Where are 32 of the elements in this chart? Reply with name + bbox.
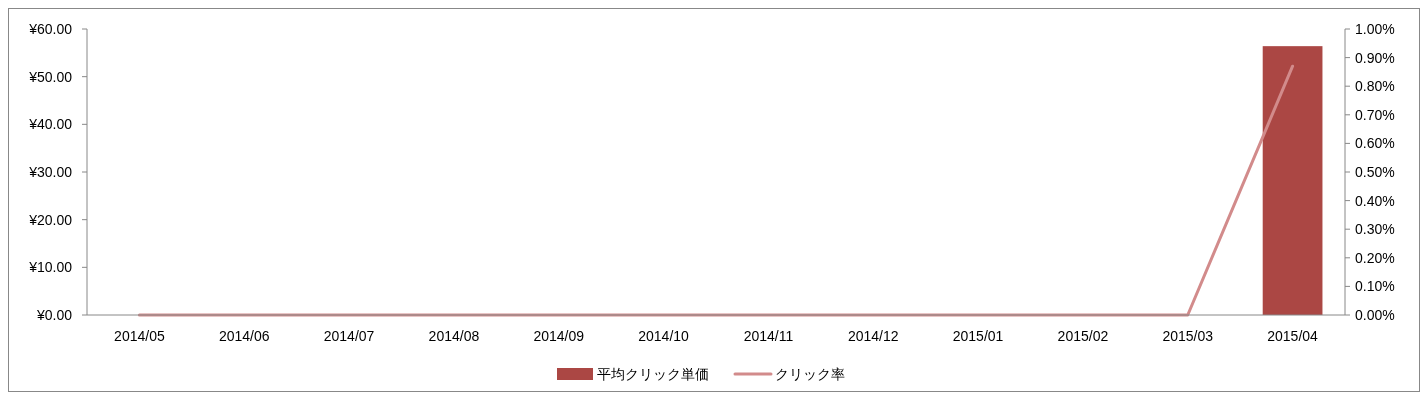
x-tick-label: 2014/11 <box>743 328 794 344</box>
x-tick-label: 2014/12 <box>847 328 899 344</box>
y2-tick-label: 0.00% <box>1355 307 1395 323</box>
y2-tick-label: 0.70% <box>1355 106 1395 123</box>
x-tick-label: 2015/02 <box>1057 328 1109 344</box>
x-tick-label: 2014/06 <box>218 328 270 344</box>
y-tick-label: ¥0.00 <box>35 307 73 323</box>
legend-label: クリック率 <box>775 366 845 382</box>
y-tick-label: ¥40.00 <box>28 116 73 133</box>
x-tick-label: 2014/10 <box>638 328 690 344</box>
y2-tick-label: 1.00% <box>1355 21 1395 37</box>
x-tick-label: 2014/09 <box>533 328 585 344</box>
y2-tick-label: 0.30% <box>1355 221 1395 238</box>
legend-label: 平均クリック単価 <box>597 366 709 382</box>
y2-tick-label: 0.40% <box>1355 192 1395 209</box>
y2-tick-label: 0.20% <box>1355 249 1395 266</box>
x-tick-label: 2014/05 <box>114 328 165 344</box>
y2-tick-label: 0.80% <box>1355 78 1395 95</box>
y2-tick-label: 0.50% <box>1355 164 1395 180</box>
y2-tick-label: 0.90% <box>1355 49 1395 66</box>
x-tick-label: 2015/01 <box>952 328 1004 344</box>
y-tick-label: ¥20.00 <box>28 211 73 228</box>
y-tick-label: ¥30.00 <box>28 164 73 180</box>
x-tick-label: 2014/07 <box>323 328 375 344</box>
y-tick-label: ¥10.00 <box>28 259 73 276</box>
y2-tick-label: 0.60% <box>1355 135 1395 152</box>
x-tick-label: 2015/04 <box>1267 328 1319 344</box>
y-tick-label: ¥60.00 <box>28 21 73 37</box>
y-tick-label: ¥50.00 <box>28 68 73 85</box>
x-tick-label: 2014/08 <box>428 328 480 344</box>
x-tick-label: 2015/03 <box>1162 328 1214 344</box>
y2-tick-label: 0.10% <box>1355 278 1395 295</box>
